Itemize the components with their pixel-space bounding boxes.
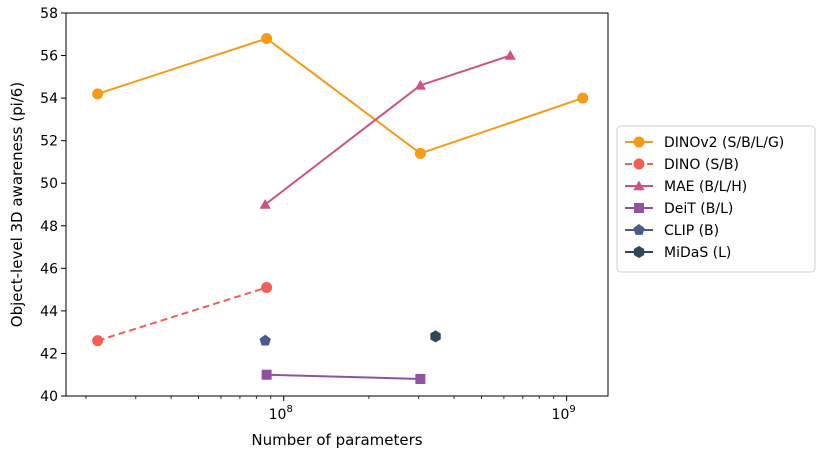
legend-marker <box>633 224 645 235</box>
series-4 <box>259 334 271 346</box>
legend-marker <box>633 158 645 170</box>
axes: 40 42 44 46 48 50 52 54 56 58 108 109 Number of para… <box>8 6 609 449</box>
y-tick-label: 40 <box>40 389 58 405</box>
legend-box <box>616 125 816 273</box>
series-line <box>97 37 584 155</box>
x-tick-label: 109 <box>552 404 576 423</box>
data-point <box>261 369 272 380</box>
y-tick-label: 52 <box>40 134 58 150</box>
data-point <box>261 33 273 45</box>
series-line <box>97 286 267 342</box>
plot-frame <box>65 12 609 397</box>
data-point <box>504 50 516 60</box>
legend-marker <box>633 136 645 148</box>
y-tick-label: 48 <box>40 219 58 235</box>
x-tick-label: 108 <box>269 404 293 423</box>
legend-label: MAE (B/L/H) <box>664 179 747 195</box>
data-point <box>414 147 426 159</box>
series-0 <box>92 33 589 159</box>
data-point <box>414 79 426 90</box>
y-tick-label: 56 <box>40 49 58 65</box>
legend-marker <box>633 246 645 258</box>
series-layer <box>92 33 589 384</box>
data-point <box>259 199 271 209</box>
legend-label: CLIP (B) <box>664 223 719 239</box>
data-point <box>261 281 273 293</box>
legend: DINOv2 (S/B/L/G) DINO (S/B) MAE (B/L/H) Dei… <box>616 125 816 273</box>
legend-label: DeiT (B/L) <box>664 201 733 217</box>
y-tick-label: 50 <box>40 176 58 192</box>
series-1 <box>92 281 273 347</box>
y-axis-label: Object-level 3D awareness (pi/6) <box>8 82 26 327</box>
x-axis-label: Number of parameters <box>251 431 422 449</box>
series-3 <box>261 369 426 384</box>
data-point <box>92 88 104 100</box>
y-tick-label: 44 <box>40 304 58 320</box>
data-point <box>92 335 104 347</box>
y-tick-label: 46 <box>40 261 58 277</box>
legend-label: DINOv2 (S/B/L/G) <box>664 135 784 151</box>
series-5 <box>430 330 441 343</box>
data-point <box>577 92 589 104</box>
legend-marker <box>633 180 645 191</box>
series-line <box>266 373 421 380</box>
legend-label: DINO (S/B) <box>664 157 739 173</box>
y-tick-label: 58 <box>40 6 58 22</box>
legend-marker <box>634 203 644 213</box>
y-tick-label: 54 <box>40 91 58 107</box>
data-point <box>430 330 441 343</box>
y-tick-label: 42 <box>40 346 58 362</box>
data-point <box>259 334 271 346</box>
series-2 <box>259 50 516 209</box>
legend-label: MiDaS (L) <box>664 245 731 261</box>
data-point <box>415 373 426 384</box>
